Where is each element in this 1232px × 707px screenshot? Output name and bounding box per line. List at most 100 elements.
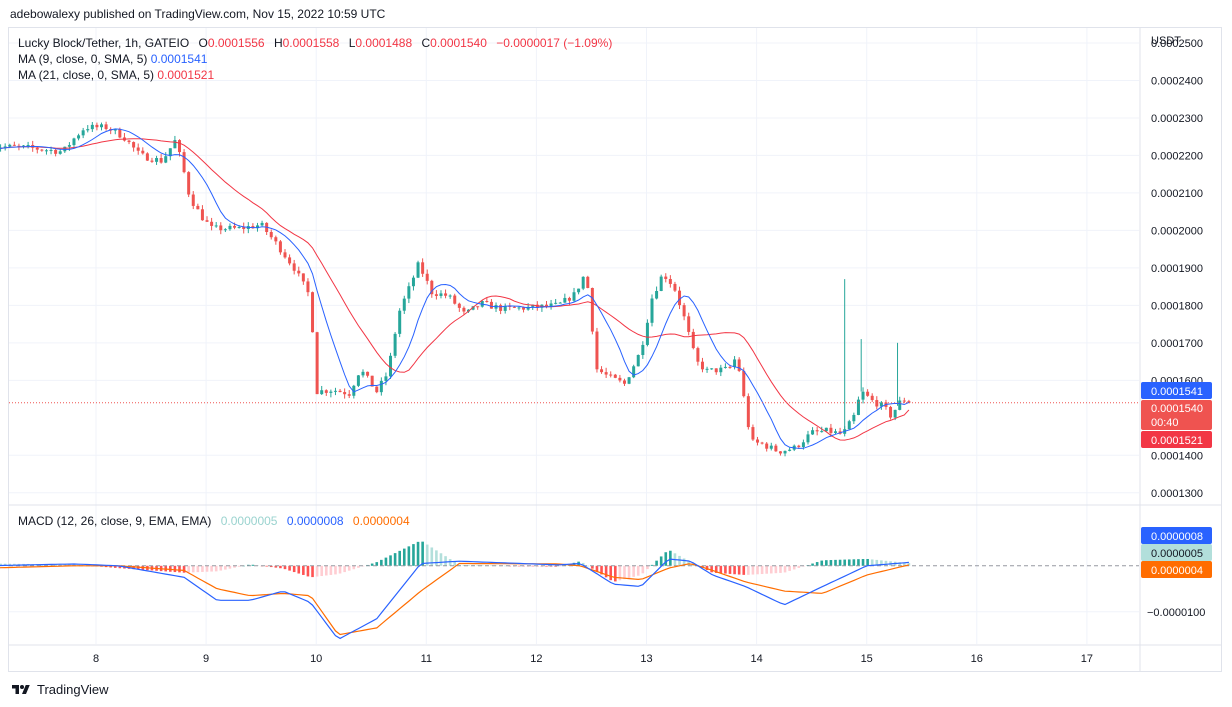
candle-body [430, 280, 434, 295]
macd-hist-bar [792, 565, 796, 570]
badge-ma9-text: 0.0001541 [1151, 386, 1203, 398]
candle [558, 301, 562, 304]
candle [902, 397, 906, 404]
candle-body [86, 129, 90, 131]
candle-body [301, 273, 305, 282]
macd-hist-value: 0.0000005 [220, 514, 278, 528]
candle-body [44, 150, 48, 152]
candle-body [434, 294, 438, 296]
macd-hist-bar [517, 565, 521, 567]
price-tick-label: 0.0002400 [1151, 75, 1203, 87]
macd-hist-bar [655, 560, 658, 566]
footer[interactable]: TradingView [10, 682, 109, 697]
macd-hist-bar [334, 565, 337, 575]
candle-body [416, 262, 420, 278]
candle-body [453, 295, 457, 304]
candle-body [177, 140, 181, 153]
ma9-legend-row[interactable]: MA (9, close, 0, SMA, 5) 0.0001541 [18, 51, 612, 67]
candle [453, 293, 457, 305]
candle [122, 132, 126, 142]
candle [242, 222, 246, 234]
candle [191, 191, 195, 210]
candle-body [847, 421, 851, 430]
ma21-legend-row[interactable]: MA (21, close, 0, SMA, 5) 0.0001521 [18, 67, 612, 83]
candle-body [35, 147, 39, 150]
candle-body [398, 310, 402, 334]
macd-hist-bar [476, 565, 479, 566]
candle [421, 258, 425, 277]
candle [870, 393, 874, 403]
macd-hist-bar [352, 565, 356, 570]
candle-body [384, 376, 388, 381]
candle-body [54, 149, 58, 154]
candle-body [338, 390, 342, 393]
macd-hist-bar [618, 565, 622, 581]
macd-hist-bar [118, 565, 122, 569]
macd-hist-bar [448, 559, 452, 566]
price-tick-label: 0.0001900 [1151, 263, 1203, 275]
badge-macd: 0.0000008 [1141, 527, 1212, 544]
price-tick-label: 0.0002100 [1151, 188, 1203, 200]
candle-body [333, 390, 337, 392]
macd-hist-bar [480, 565, 484, 566]
candle [448, 294, 452, 299]
candle [320, 385, 324, 395]
candle-body [756, 439, 760, 443]
macd-hist-bar [324, 565, 328, 576]
price-tick-label: 0.0001400 [1151, 450, 1203, 462]
candle-body [554, 302, 558, 304]
macd-hist-bar [659, 556, 663, 566]
macd-hist-bar [201, 565, 204, 572]
ma9-value: 0.0001541 [150, 52, 208, 66]
candle [402, 295, 406, 314]
macd-hist-bar [843, 559, 846, 566]
candle-body [586, 276, 590, 288]
candle-body [255, 225, 259, 229]
candle [398, 308, 402, 338]
candle [861, 387, 865, 404]
candle-body [182, 152, 186, 173]
macd-signal-line [0, 562, 910, 636]
candle [77, 133, 81, 141]
candle-body [710, 368, 714, 370]
candle [187, 171, 191, 198]
candle-body [3, 146, 7, 148]
candle-body [141, 150, 145, 154]
macd-hist-bar [779, 565, 782, 573]
macd-hist-bar [503, 565, 507, 567]
low-value: 0.0001488 [355, 36, 413, 50]
candle [95, 122, 99, 131]
candle-body [820, 431, 824, 433]
candle-body [118, 129, 122, 138]
candle [333, 387, 337, 396]
candle [489, 299, 493, 309]
close-label: C [421, 36, 431, 50]
candle-body [77, 135, 81, 139]
candle-body [389, 355, 393, 377]
candle [81, 127, 85, 139]
candle [228, 223, 232, 231]
price-axis[interactable]: 0.0002500 0.0002400 0.0002300 0.0002200 0.00… [1151, 38, 1203, 500]
macd-axis[interactable]: −0.0000100 [1147, 607, 1205, 619]
candle-body [531, 304, 535, 307]
time-axis[interactable]: 8 9 10 11 12 13 14 15 16 17 [93, 653, 1093, 665]
macd-hist-bar [751, 565, 755, 575]
candle [407, 282, 411, 304]
macd-hist-bar [600, 565, 603, 575]
candle [613, 373, 617, 379]
macd-legend[interactable]: MACD (12, 26, close, 9, EMA, EMA) 0.0000… [18, 513, 410, 529]
candle-body [604, 372, 608, 375]
candle [815, 426, 819, 436]
candle-body [155, 158, 159, 162]
candle-body [233, 225, 237, 228]
candle [384, 372, 388, 386]
macd-hist-bar [728, 565, 732, 574]
candle [44, 148, 48, 155]
candle [503, 303, 507, 314]
high-label: H [273, 36, 283, 50]
macd-hist-bar [825, 560, 828, 566]
symbol-title[interactable]: Lucky Block/Tether, 1h, GATEIO [18, 36, 190, 50]
candle [714, 368, 718, 375]
candle [774, 443, 778, 452]
